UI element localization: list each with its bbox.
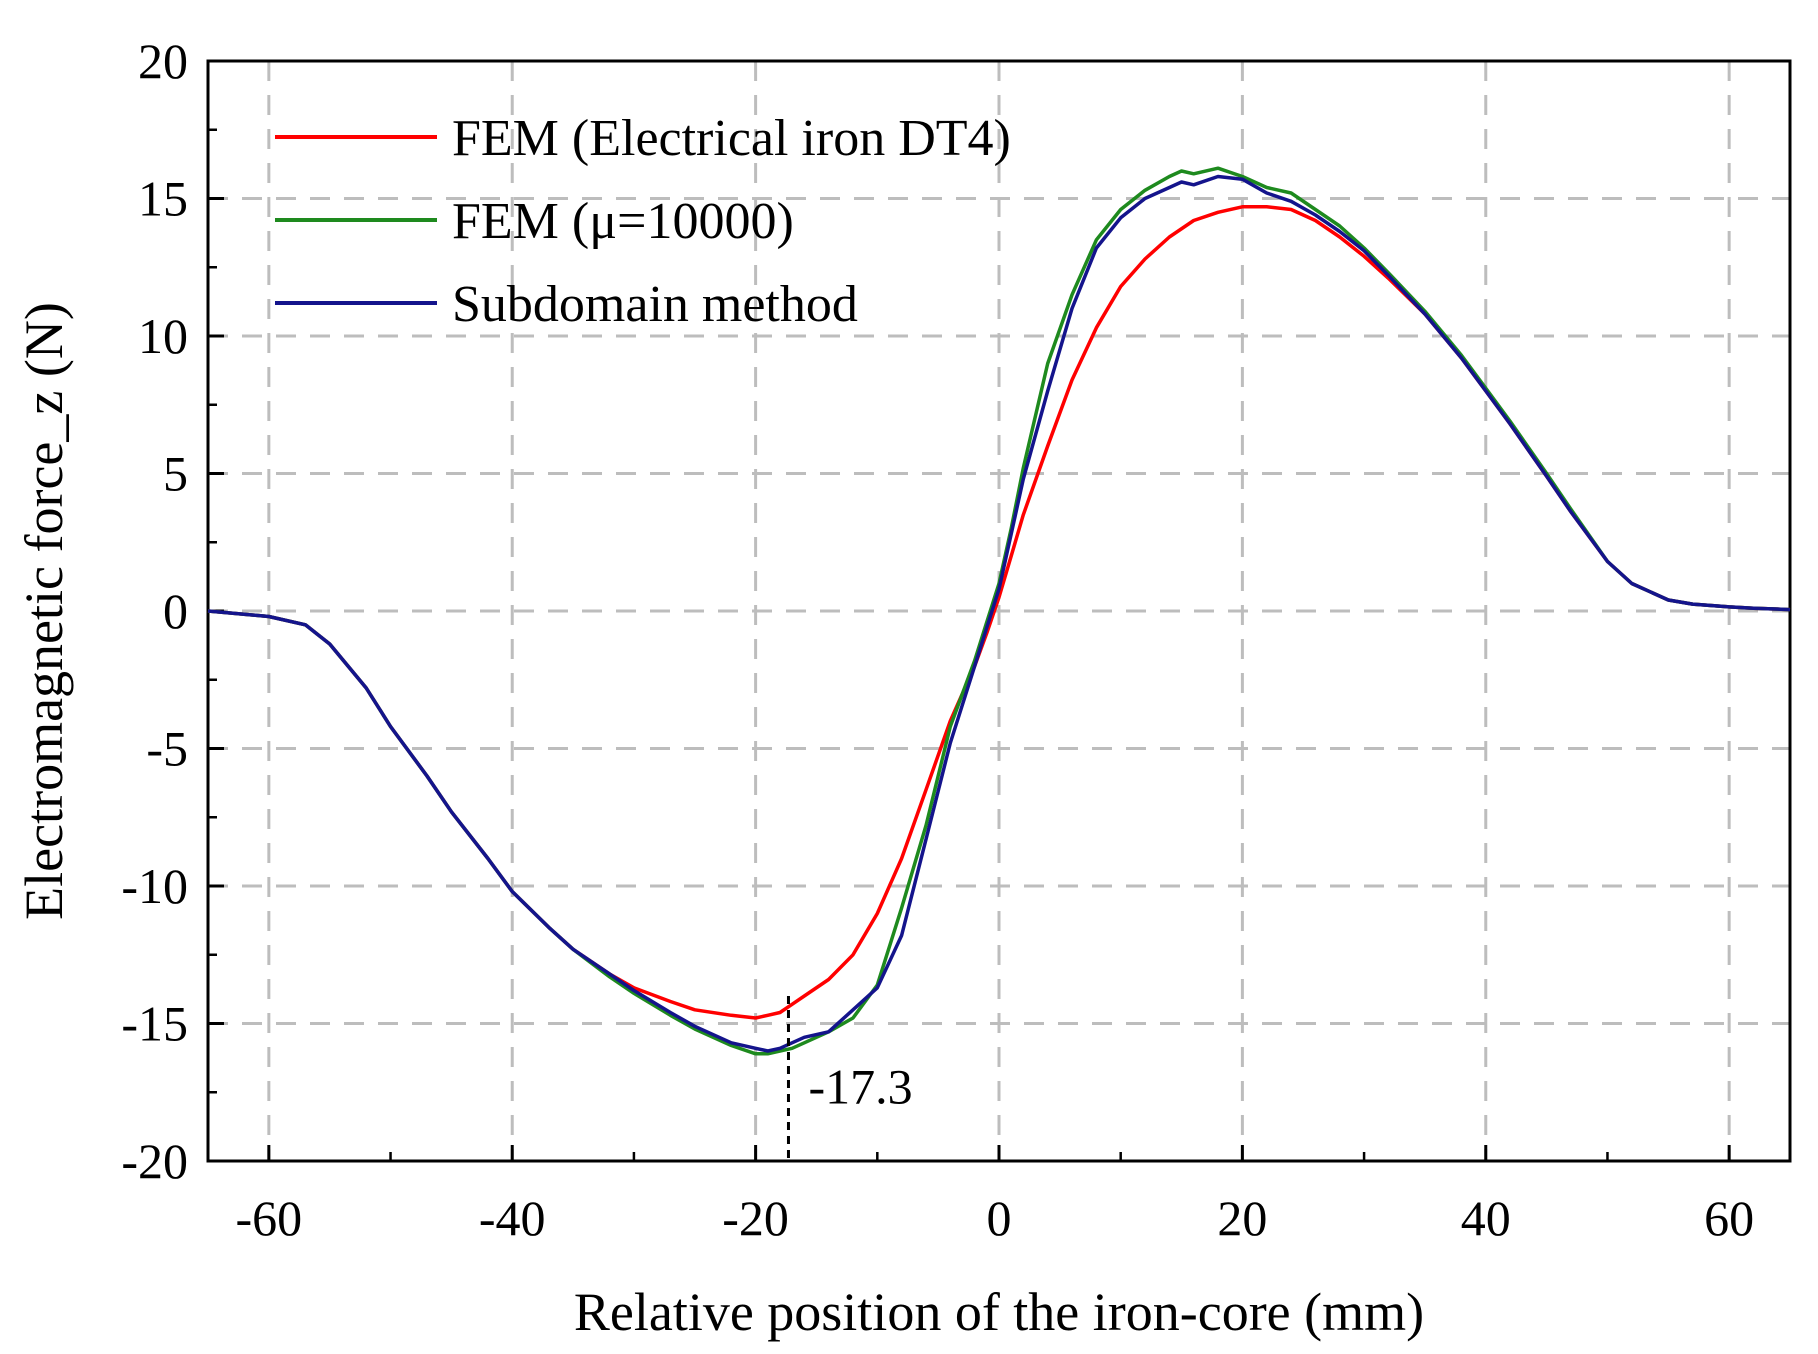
annotation: -17.3 (786, 996, 913, 1161)
x-tick-label: -40 (479, 1190, 546, 1246)
y-tick-label: 10 (138, 308, 188, 364)
x-tick-label: 20 (1217, 1190, 1267, 1246)
x-axis-title: Relative position of the iron-core (mm) (574, 1282, 1424, 1342)
y-tick-label: -10 (121, 858, 188, 914)
series-line-3 (207, 174, 1791, 1053)
x-tick-label: -60 (236, 1190, 303, 1246)
legend: FEM (Electrical iron DT4) FEM (μ=10000) Su… (275, 110, 1011, 333)
legend-label-1: FEM (Electrical iron DT4) (452, 110, 1011, 167)
y-tick-label: 0 (163, 583, 188, 639)
series-lines (207, 166, 1791, 1056)
y-tick-label: 20 (138, 33, 188, 89)
tick-labels: -60 -40 -20 0 20 40 60 -20 -15 -10 -5 0 5 10 15 20 (121, 33, 1754, 1246)
annotation-label: -17.3 (808, 1058, 912, 1114)
x-tick-label: -20 (722, 1190, 789, 1246)
y-tick-label: -20 (121, 1133, 188, 1189)
axis-ticks (208, 59, 1731, 1163)
x-tick-label: 0 (987, 1190, 1012, 1246)
grid-lines (208, 61, 1790, 1161)
y-tick-label: 5 (163, 446, 188, 502)
y-tick-label: -5 (146, 721, 188, 777)
x-tick-label: 60 (1704, 1190, 1754, 1246)
x-tick-label: 40 (1461, 1190, 1511, 1246)
y-tick-label: 15 (138, 171, 188, 227)
y-tick-label: -15 (121, 996, 188, 1052)
legend-label-3: Subdomain method (452, 276, 858, 333)
legend-label-2: FEM (μ=10000) (452, 193, 794, 250)
y-axis-title: Electromagnetic force_z (N) (14, 302, 74, 920)
